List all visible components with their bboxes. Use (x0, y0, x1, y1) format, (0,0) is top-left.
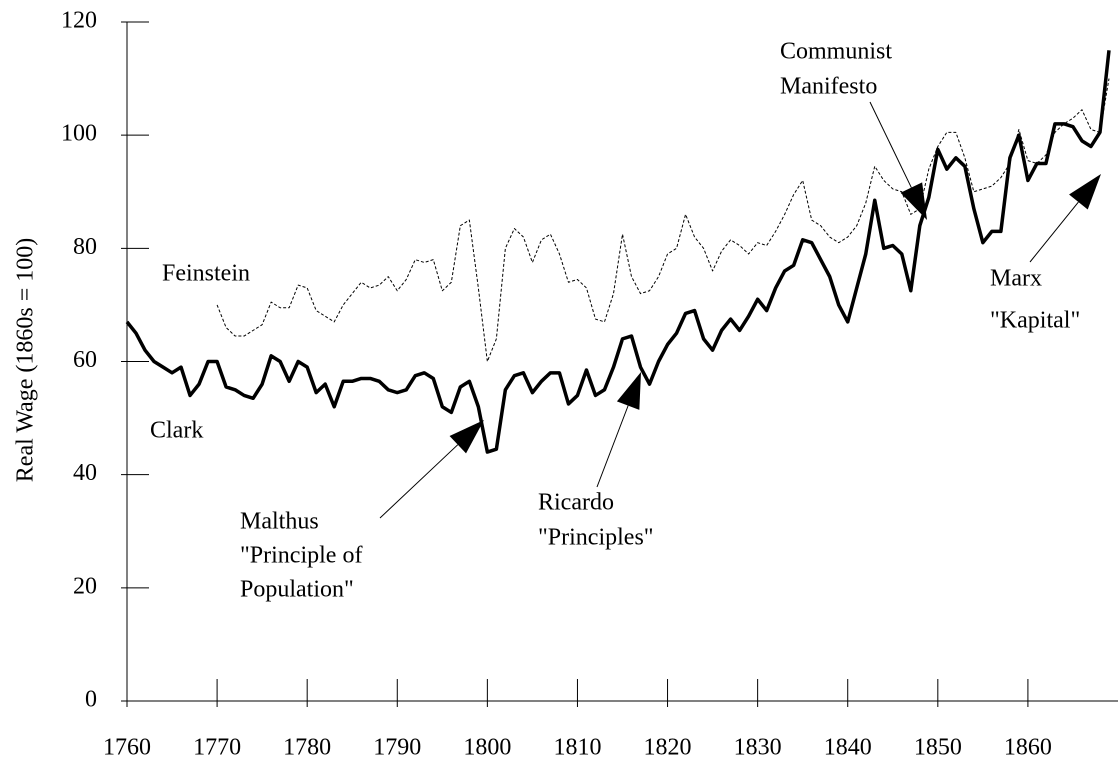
series-line (125, 50, 1111, 454)
series-line (216, 78, 1110, 362)
x-tick-label: 1790 (373, 735, 421, 761)
annotation-text: Marx (990, 266, 1042, 292)
annotation-text: Manifesto (780, 74, 877, 100)
x-tick-label: 1820 (644, 735, 692, 761)
annotation-text: "Principles" (538, 525, 654, 551)
arrow-head (616, 372, 641, 410)
annotation-text: Communist (780, 39, 892, 65)
y-axis-label: Real Wage (1860s = 100) (13, 238, 39, 482)
x-tick-label: 1800 (463, 735, 511, 761)
annotation-arrow (869, 101, 912, 188)
annotation-text: Population" (240, 577, 354, 603)
y-tick-label: 120 (61, 8, 97, 34)
y-tick-label: 40 (73, 460, 97, 486)
annotation-arrow (379, 444, 459, 519)
arrow-head (1069, 174, 1101, 210)
annotation-text: "Principle of (240, 543, 362, 569)
series-label: Feinstein (162, 261, 250, 287)
annotation-arrow (1029, 201, 1079, 263)
annotation-arrow (596, 405, 629, 488)
x-tick-label: 1850 (914, 735, 962, 761)
annotation-text: Ricardo (538, 490, 614, 516)
x-tick-label: 1770 (193, 735, 241, 761)
y-tick-label: 100 (61, 121, 97, 147)
x-tick-label: 1840 (824, 735, 872, 761)
x-tick-label: 1830 (734, 735, 782, 761)
x-tick-label: 1760 (103, 735, 151, 761)
y-tick-label: 0 (85, 687, 97, 713)
arrow-head (900, 182, 927, 220)
x-tick-label: 1810 (553, 735, 601, 761)
annotation-text: "Kapital" (990, 308, 1080, 334)
x-tick-label: 1780 (283, 735, 331, 761)
y-tick-label: 60 (73, 347, 97, 373)
y-tick-label: 20 (73, 573, 97, 599)
series-label: Clark (150, 418, 203, 444)
y-tick-label: 80 (73, 234, 97, 260)
x-tick-label: 1860 (1004, 735, 1052, 761)
annotation-text: Malthus (240, 509, 319, 535)
arrow-head (449, 420, 484, 454)
